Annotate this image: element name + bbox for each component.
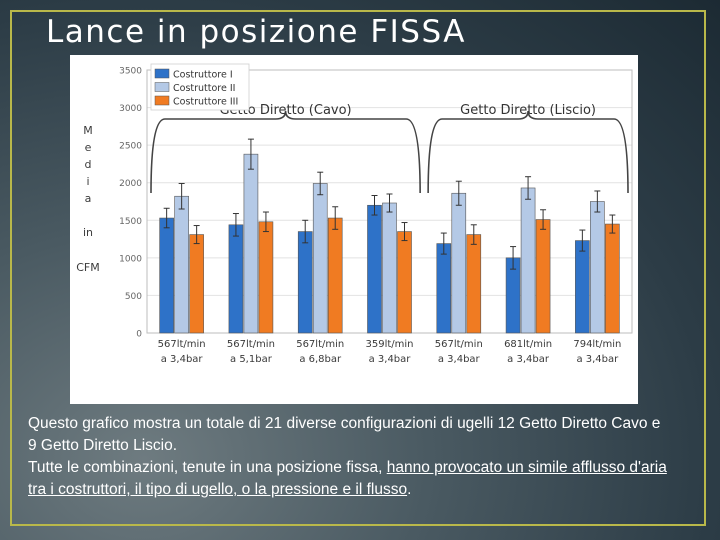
legend-swatch [154, 82, 170, 92]
y-tick-label: 1000 [119, 254, 142, 264]
x-tick-label: a 3,4bar [369, 354, 412, 365]
y-tick-label: 500 [125, 292, 142, 302]
caption-line-2-underlined: hanno provocato un simile afflusso d'ari… [28, 459, 667, 498]
slide-frame [10, 10, 706, 526]
x-tick-label: 681lt/min [504, 339, 552, 350]
bar-1 [297, 231, 313, 334]
x-tick-label: 567lt/min [227, 339, 275, 350]
y-axis-label-letter: a [85, 192, 92, 205]
x-tick-label: a 5,1bar [230, 354, 273, 365]
bar-3 [258, 221, 274, 334]
y-axis-label-letter: M [83, 124, 93, 137]
bar-3 [327, 217, 343, 334]
group-label: Getto Diretto (Cavo) [219, 103, 351, 118]
bar-1 [436, 243, 452, 334]
y-tick-label: 2500 [119, 142, 142, 152]
slide-title: Lance in posizione FISSA [46, 14, 466, 50]
legend-label: Costruttore III [173, 97, 238, 108]
x-tick-label: a 3,4bar [576, 354, 619, 365]
x-tick-label: 794lt/min [573, 339, 621, 350]
bar-3 [466, 234, 482, 334]
bar-1 [159, 217, 174, 334]
caption-line-2-start: Tutte le combinazioni, tenute in una pos… [28, 459, 387, 476]
bar-3 [605, 223, 620, 334]
x-tick-label: 567lt/min [158, 339, 206, 350]
y-tick-label: 3500 [119, 67, 142, 77]
group-label: Getto Diretto (Liscio) [460, 103, 596, 118]
y-tick-label: 3000 [119, 104, 142, 114]
bar-2 [174, 195, 189, 334]
legend-label: Costruttore II [173, 83, 235, 94]
legend-swatch [154, 95, 170, 106]
bar-3 [189, 234, 204, 334]
x-tick-label: a 3,4bar [507, 354, 550, 365]
bar-2 [451, 192, 467, 334]
bar-3 [397, 231, 412, 334]
bar-2 [382, 202, 397, 334]
y-axis-label-letter: CFM [76, 261, 100, 274]
y-axis-label-letter: i [86, 175, 89, 188]
y-axis-label-letter: d [85, 158, 92, 171]
legend-swatch [154, 68, 170, 79]
bar-2 [243, 153, 259, 334]
y-axis-label-letter: e [85, 141, 92, 154]
bar-2 [312, 183, 328, 334]
y-tick-label: 0 [136, 330, 142, 340]
x-tick-label: a 3,4bar [161, 354, 204, 365]
caption-line-2-end: . [407, 481, 412, 498]
bar-1 [367, 204, 382, 334]
group-brace [427, 110, 629, 194]
y-tick-label: 1500 [119, 217, 142, 227]
x-tick-label: a 6,8bar [299, 354, 342, 365]
group-brace [150, 110, 421, 194]
bar-2 [520, 187, 536, 334]
y-axis-label-letter: in [83, 226, 93, 239]
caption-line-2: Tutte le combinazioni, tenute in una pos… [28, 457, 668, 501]
bar-2 [590, 201, 605, 334]
legend-label: Costruttore I [173, 70, 233, 81]
bar-1 [575, 240, 590, 334]
caption: Questo grafico mostra un totale di 21 di… [28, 413, 668, 501]
bar-3 [535, 219, 551, 334]
caption-line-1: Questo grafico mostra un totale di 21 di… [28, 415, 661, 454]
x-tick-label: a 3,4bar [438, 354, 481, 365]
y-tick-label: 2000 [119, 179, 142, 189]
x-tick-label: 567lt/min [435, 339, 483, 350]
bar-1 [228, 224, 244, 334]
x-tick-label: 359lt/min [365, 339, 413, 350]
x-tick-label: 567lt/min [296, 339, 344, 350]
